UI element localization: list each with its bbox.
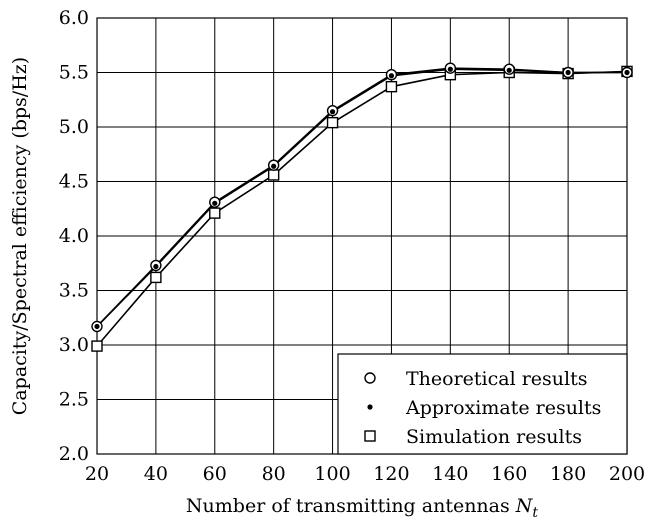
x-axis-ticks: 20 40 60 80 100 120 140 160 180 200	[85, 463, 645, 485]
legend-label-simulation: Simulation results	[406, 426, 582, 448]
x-tick-label: 60	[203, 463, 227, 485]
x-axis-label-text: Number of transmitting antennas	[186, 495, 510, 517]
x-tick-label: 100	[314, 463, 350, 485]
y-axis-label: Capacity/Spectral efficiency (bps/Hz)	[9, 57, 31, 415]
y-tick-label: 6.0	[59, 7, 89, 29]
x-axis-label-symbol: N	[515, 495, 534, 517]
y-tick-label: 5.0	[59, 116, 89, 138]
series-line-theoretical	[96, 67, 627, 328]
data-point-simulation	[326, 116, 339, 129]
data-point-approximate	[506, 67, 512, 73]
data-point-approximate	[447, 66, 453, 72]
x-tick-label: 160	[491, 463, 527, 485]
y-tick-label: 4.5	[59, 171, 89, 193]
x-axis-label: Number of transmitting antennas Nt	[186, 495, 539, 521]
data-point-simulation	[209, 207, 221, 219]
series-points-theoretical	[91, 62, 633, 333]
data-point-approximate	[624, 69, 630, 76]
legend-label-approximate: Approximate results	[405, 397, 601, 419]
y-axis-ticks: 2.0 2.5 3.0 3.5 4.0 4.5 5.0 5.5 6.0	[59, 7, 89, 465]
data-point-simulation	[267, 169, 280, 181]
data-point-simulation	[150, 271, 162, 284]
series-line-approximate	[96, 68, 627, 328]
x-tick-label: 20	[85, 463, 109, 485]
series-points-approximate	[94, 66, 630, 330]
data-point-approximate	[94, 323, 100, 330]
y-tick-label: 4.0	[59, 225, 89, 247]
x-tick-label: 40	[144, 463, 168, 485]
data-point-approximate	[565, 69, 571, 76]
y-tick-label: 5.5	[59, 62, 89, 84]
x-tick-label: 180	[550, 463, 586, 485]
legend-box	[337, 353, 628, 455]
legend-marker-theoretical	[364, 372, 376, 384]
x-tick-label: 200	[609, 463, 645, 485]
legend-marker-simulation	[364, 430, 376, 442]
legend-label-theoretical: Theoretical results	[406, 368, 588, 390]
data-point-approximate	[271, 163, 277, 169]
y-tick-label: 3.5	[59, 280, 89, 302]
legend-marker-approximate	[367, 404, 373, 410]
x-tick-label: 120	[373, 463, 409, 485]
y-tick-label: 3.0	[59, 334, 89, 356]
data-point-approximate	[153, 263, 159, 270]
x-tick-label: 140	[432, 463, 468, 485]
x-axis-label-subscript: t	[532, 505, 538, 521]
series-line-simulation	[96, 70, 628, 347]
data-point-simulation	[385, 80, 398, 93]
x-tick-label: 80	[262, 463, 286, 485]
y-tick-label: 2.0	[59, 443, 89, 465]
y-tick-label: 2.5	[59, 389, 89, 411]
data-point-approximate	[212, 200, 218, 206]
data-point-simulation	[91, 340, 103, 352]
legend: Theoretical results Approximate results …	[337, 353, 628, 455]
series-layer	[91, 62, 633, 352]
series-points-simulation	[91, 65, 633, 352]
data-point-approximate	[388, 73, 395, 79]
data-point-approximate	[329, 109, 336, 115]
